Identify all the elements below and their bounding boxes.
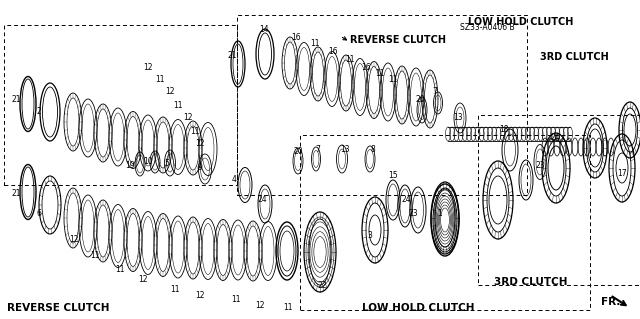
Text: 24: 24 bbox=[257, 196, 267, 204]
Text: 16: 16 bbox=[291, 33, 301, 42]
Text: 12: 12 bbox=[165, 87, 175, 97]
Text: 16: 16 bbox=[361, 63, 371, 71]
Text: 16: 16 bbox=[328, 48, 338, 56]
Text: 7: 7 bbox=[433, 86, 437, 95]
Text: 20: 20 bbox=[415, 95, 425, 105]
Text: SZ33-A0406 B: SZ33-A0406 B bbox=[460, 24, 515, 33]
Text: LOW HOLD CLUTCH: LOW HOLD CLUTCH bbox=[468, 17, 573, 27]
Text: 12: 12 bbox=[195, 138, 205, 147]
Text: 11: 11 bbox=[284, 303, 292, 313]
Text: 3RD CLUTCH: 3RD CLUTCH bbox=[494, 277, 568, 287]
Text: 19: 19 bbox=[125, 161, 135, 170]
Text: 12: 12 bbox=[195, 291, 205, 300]
Text: 11: 11 bbox=[115, 265, 125, 275]
Text: 5: 5 bbox=[164, 159, 170, 167]
Text: LOW HOLD CLUTCH: LOW HOLD CLUTCH bbox=[362, 303, 474, 313]
Text: 17: 17 bbox=[617, 168, 627, 177]
Text: 4: 4 bbox=[232, 174, 236, 183]
Text: 14: 14 bbox=[259, 26, 269, 34]
Text: 23: 23 bbox=[535, 160, 545, 169]
Text: 24: 24 bbox=[550, 132, 560, 142]
Text: 20: 20 bbox=[293, 147, 303, 157]
Text: 6: 6 bbox=[36, 209, 42, 218]
Text: REVERSE CLUTCH: REVERSE CLUTCH bbox=[7, 303, 109, 313]
Text: 11: 11 bbox=[231, 295, 241, 305]
Text: 21: 21 bbox=[12, 94, 20, 103]
Bar bbox=[237, 15, 527, 195]
Text: 11: 11 bbox=[156, 76, 164, 85]
Bar bbox=[478, 115, 640, 285]
Text: 11: 11 bbox=[173, 101, 183, 110]
Text: 11: 11 bbox=[375, 70, 385, 78]
Text: 18: 18 bbox=[499, 125, 509, 135]
Text: 2: 2 bbox=[36, 108, 42, 116]
Text: 15: 15 bbox=[388, 172, 398, 181]
Text: 13: 13 bbox=[340, 145, 350, 153]
Text: 21: 21 bbox=[227, 50, 237, 60]
Text: 23: 23 bbox=[408, 210, 418, 219]
Text: 8: 8 bbox=[371, 145, 376, 153]
Text: 13: 13 bbox=[453, 113, 463, 122]
Text: 24: 24 bbox=[401, 196, 411, 204]
Text: 11: 11 bbox=[90, 250, 100, 259]
Text: 11: 11 bbox=[170, 286, 180, 294]
Text: 1: 1 bbox=[438, 210, 442, 219]
Text: FR.: FR. bbox=[601, 297, 620, 307]
Text: 12: 12 bbox=[138, 276, 148, 285]
Text: 3: 3 bbox=[367, 232, 372, 241]
Text: 21: 21 bbox=[12, 189, 20, 198]
Text: 9: 9 bbox=[198, 164, 202, 173]
Text: 12: 12 bbox=[69, 234, 79, 243]
Text: 11: 11 bbox=[345, 55, 355, 63]
Text: 10: 10 bbox=[143, 158, 153, 167]
Bar bbox=[300, 135, 590, 310]
Text: 3RD CLUTCH: 3RD CLUTCH bbox=[540, 52, 609, 62]
Text: 12: 12 bbox=[183, 114, 193, 122]
Text: 11: 11 bbox=[310, 40, 320, 48]
Text: 7: 7 bbox=[316, 145, 321, 153]
Text: 11: 11 bbox=[190, 127, 200, 136]
Text: REVERSE CLUTCH: REVERSE CLUTCH bbox=[350, 35, 446, 45]
Text: 12: 12 bbox=[143, 63, 153, 72]
Text: 22: 22 bbox=[317, 281, 327, 291]
Text: 11: 11 bbox=[388, 76, 397, 85]
Bar bbox=[4, 25, 237, 185]
Text: 12: 12 bbox=[255, 300, 265, 309]
